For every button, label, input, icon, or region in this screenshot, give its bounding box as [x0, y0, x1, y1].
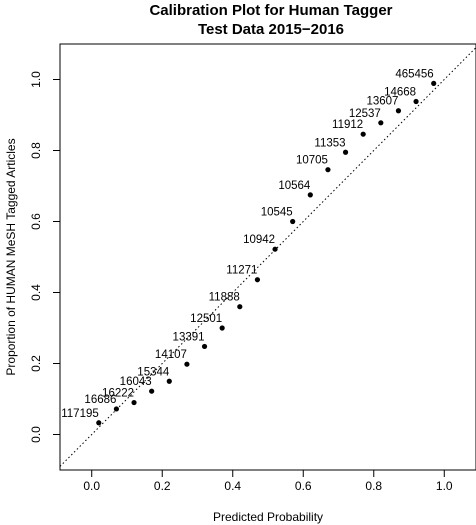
x-tick-label: 0.8 — [365, 479, 382, 493]
point-count-label: 13391 — [173, 331, 205, 343]
data-points — [96, 80, 437, 426]
y-tick-label: 1.0 — [29, 71, 43, 88]
data-point — [360, 131, 366, 137]
data-point — [325, 167, 331, 173]
point-count-label: 10705 — [296, 155, 328, 167]
point-count-label: 15344 — [137, 366, 170, 378]
data-point — [201, 343, 208, 350]
y-axis-label: Proportion of HUMAN MeSH Tagged Articles — [4, 138, 18, 375]
data-point — [96, 420, 102, 426]
y-tick-label: 0.6 — [29, 213, 43, 230]
point-count-label: 12537 — [349, 108, 381, 120]
data-point — [378, 120, 384, 126]
data-point — [413, 98, 419, 105]
point-count-label: 117195 — [61, 408, 99, 420]
y-axis: 0.0 0.2 0.4 0.6 0.8 1.0 — [29, 71, 61, 443]
data-point — [342, 149, 349, 155]
point-count-label: 10545 — [261, 207, 293, 219]
reference-diagonal — [59, 47, 476, 467]
data-point — [113, 406, 120, 412]
point-count-label: 11912 — [332, 119, 363, 131]
x-axis-label: Predicted Probability — [213, 510, 323, 524]
x-tick-label: 0.2 — [154, 479, 171, 493]
data-point — [149, 388, 155, 394]
point-count-label: 14107 — [155, 349, 187, 361]
point-count-label: 12501 — [190, 313, 222, 325]
data-point — [254, 277, 261, 283]
data-point — [184, 361, 190, 367]
x-tick-label: 0.6 — [295, 479, 312, 493]
point-count-label: 16686 — [84, 394, 116, 406]
point-count-label: 10564 — [278, 180, 311, 192]
point-count-label: 14668 — [384, 87, 416, 99]
point-count-label: 465456 — [395, 68, 433, 80]
point-count-label: 16043 — [120, 376, 152, 388]
data-point — [290, 218, 296, 225]
point-count-label: 11353 — [314, 137, 345, 149]
x-tick-label: 1.0 — [436, 479, 453, 493]
y-tick-label: 0.8 — [29, 142, 43, 159]
y-tick-label: 0.2 — [29, 355, 43, 372]
x-tick-label: 0.4 — [224, 479, 241, 493]
chart-title: Calibration Plot for Human Tagger — [149, 2, 392, 19]
point-count-label: 11271 — [226, 265, 257, 277]
x-axis: 0.0 0.2 0.4 0.6 0.8 1.0 — [83, 469, 453, 493]
data-point — [219, 325, 225, 331]
x-tick-label: 0.0 — [83, 479, 100, 493]
chart-subtitle: Test Data 2015−2016 — [198, 21, 344, 38]
data-point — [272, 246, 278, 252]
data-point — [237, 304, 243, 310]
point-count-label: 10942 — [243, 234, 275, 246]
point-count-label: 16222 — [102, 388, 134, 400]
data-point — [431, 80, 437, 87]
data-point — [395, 108, 402, 114]
point-count-label: 11888 — [209, 292, 240, 304]
point-count-label: 13607 — [366, 96, 398, 108]
data-point — [131, 399, 137, 406]
data-point — [307, 192, 313, 198]
y-tick-label: 0.4 — [29, 284, 43, 301]
y-tick-label: 0.0 — [29, 426, 43, 443]
data-point — [166, 378, 172, 384]
